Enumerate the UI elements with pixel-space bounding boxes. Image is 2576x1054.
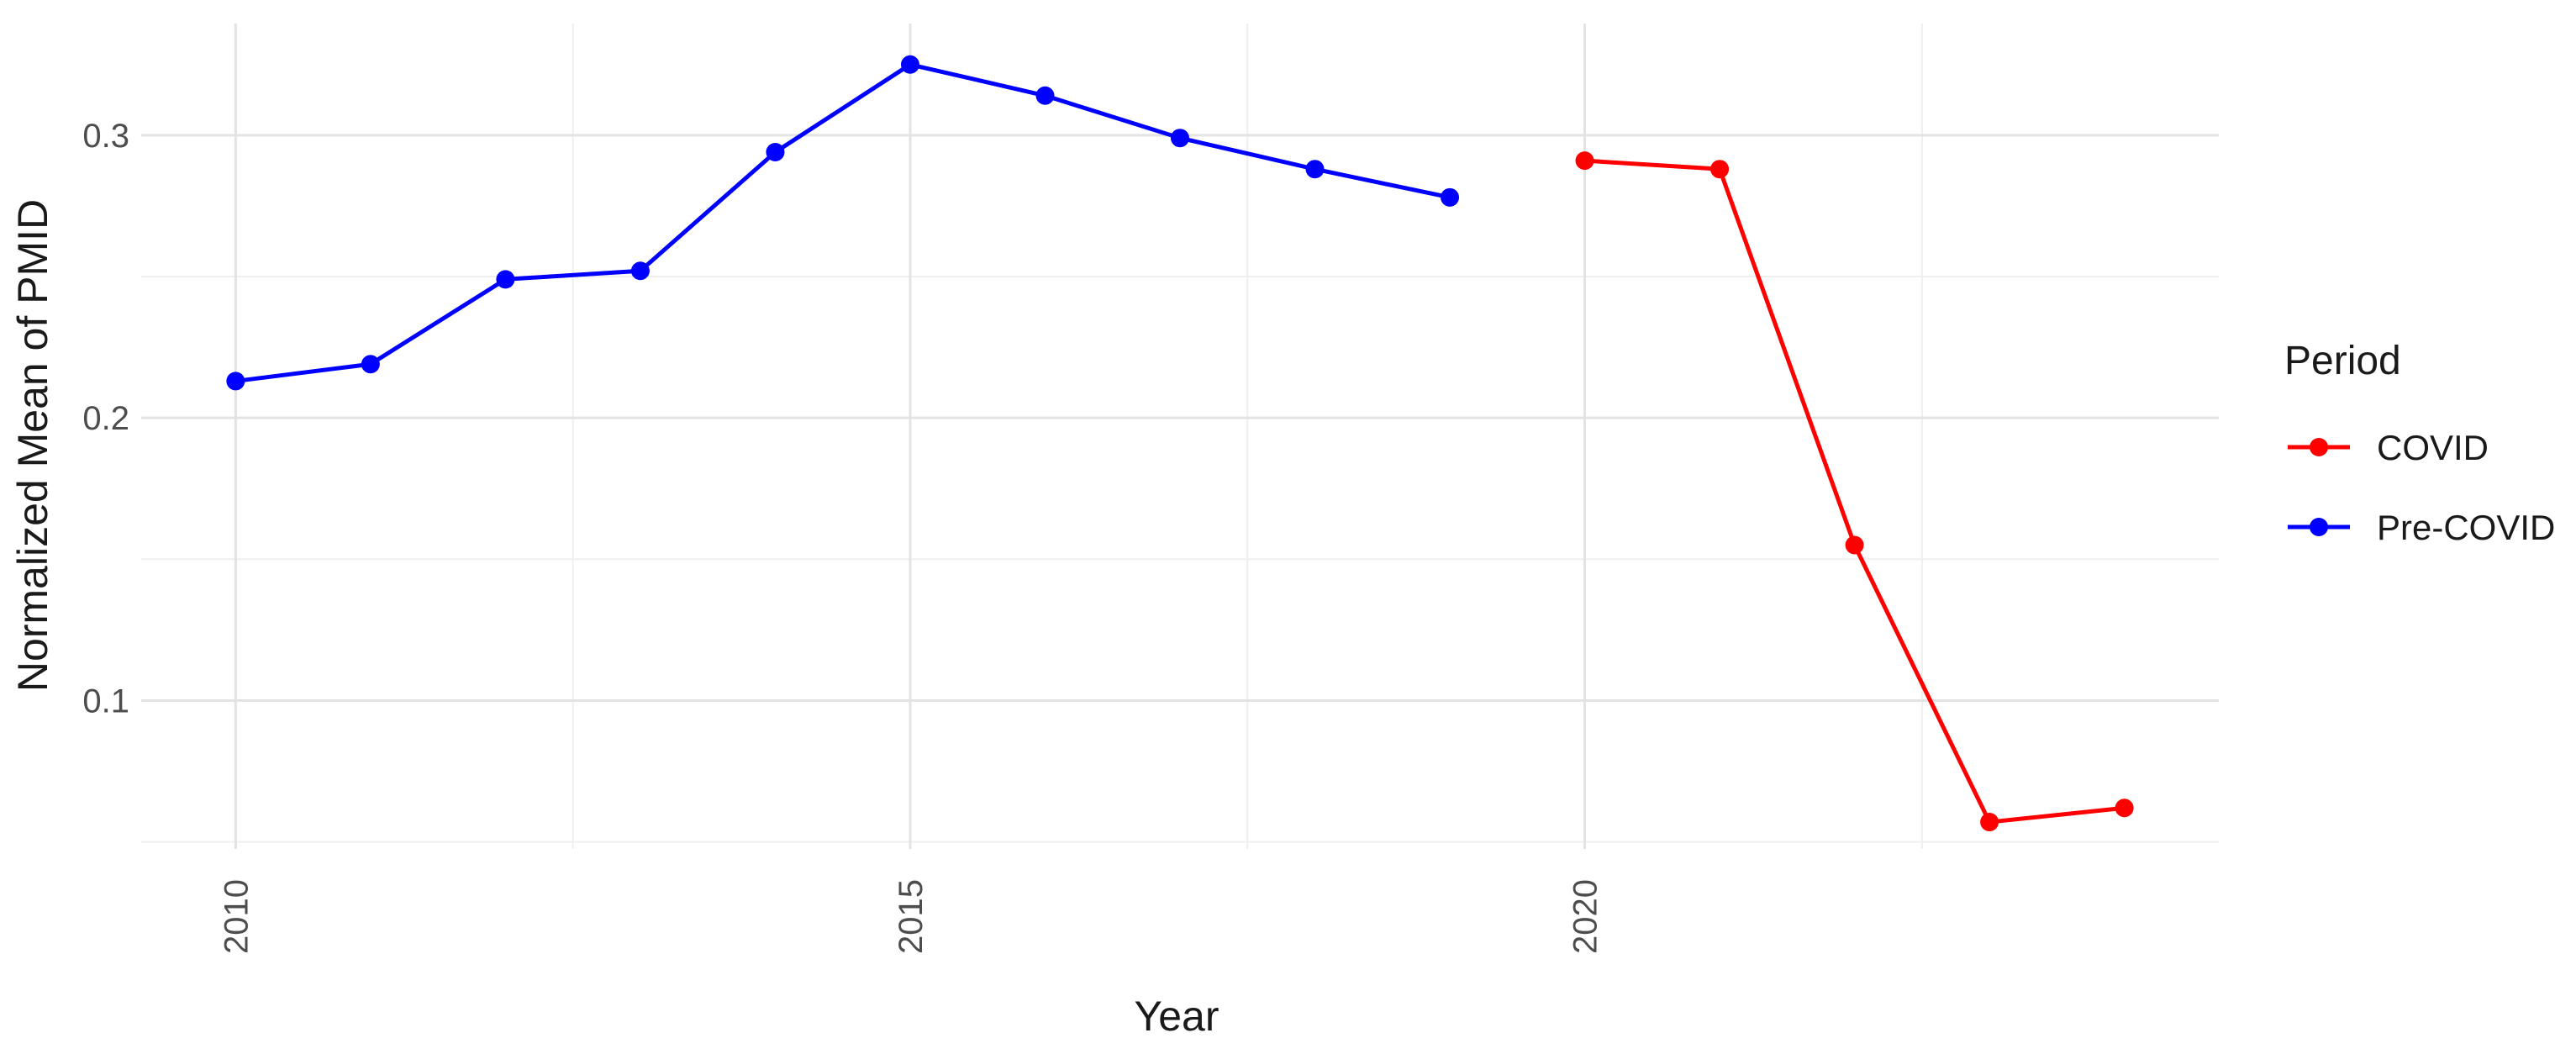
legend: Period COVID Pre-COVID: [2284, 339, 2555, 547]
data-point-pre-covid: [361, 355, 380, 374]
data-point-pre-covid: [1171, 129, 1189, 148]
x-tick-label: 2010: [218, 879, 255, 954]
grid: [141, 24, 2219, 849]
data-point-pre-covid: [766, 143, 785, 162]
x-tick-label: 2020: [1567, 879, 1604, 954]
legend-label-covid: COVID: [2377, 428, 2489, 467]
legend-entries: COVID Pre-COVID: [2288, 428, 2555, 547]
y-axis-ticks: 0.1 0.2 0.3: [82, 118, 129, 720]
y-axis-title: Normalized Mean of PMID: [9, 199, 56, 692]
y-tick-label: 0.3: [82, 118, 129, 155]
data-point-pre-covid: [1441, 187, 1460, 207]
y-tick-label: 0.2: [82, 400, 129, 437]
data-point-pre-covid: [900, 55, 919, 74]
y-tick-label: 0.1: [82, 682, 129, 719]
x-tick-label: 2015: [893, 879, 930, 954]
legend-key-point-covid: [2310, 438, 2328, 456]
data-point-pre-covid: [630, 261, 650, 281]
data-point-covid: [1710, 160, 1730, 179]
data-point-covid: [1845, 535, 1864, 555]
series-layer: [226, 55, 2134, 832]
data-point-pre-covid: [1305, 160, 1325, 179]
data-point-covid: [2115, 798, 2134, 818]
legend-title: Period: [2284, 339, 2401, 383]
legend-key-point-pre-covid: [2310, 518, 2328, 536]
x-axis-title: Year: [1134, 993, 1219, 1040]
data-point-covid: [1575, 151, 1594, 171]
data-point-pre-covid: [496, 270, 515, 289]
x-axis-ticks: 2010 2015 2020: [218, 879, 1604, 954]
data-point-pre-covid: [226, 372, 245, 391]
data-point-covid: [1980, 813, 1999, 832]
legend-label-pre-covid: Pre-COVID: [2377, 508, 2555, 547]
series-line-pre-covid: [235, 62, 1451, 383]
data-point-pre-covid: [1035, 86, 1055, 105]
